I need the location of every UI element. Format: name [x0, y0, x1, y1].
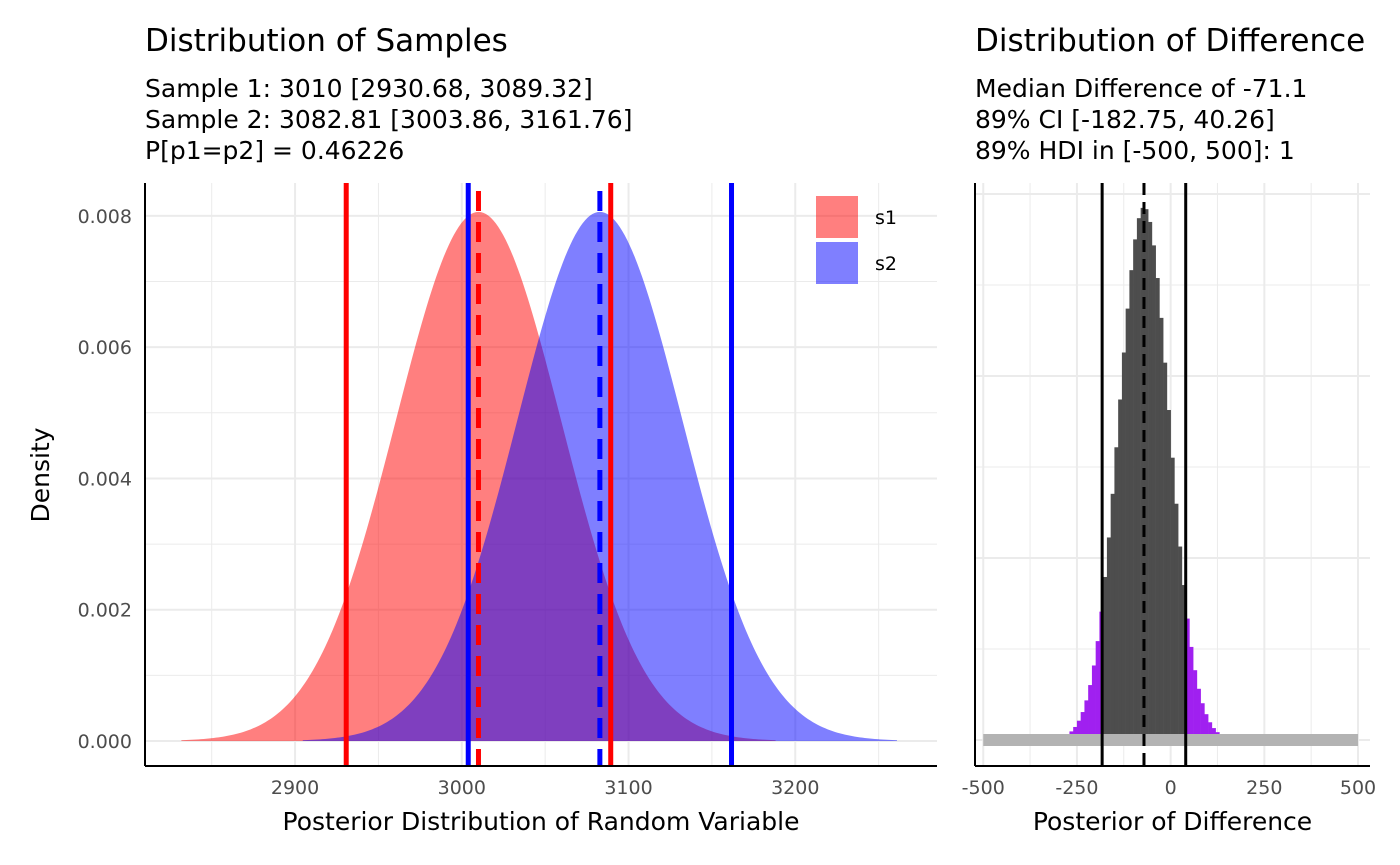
legend-label-s1: s1	[875, 207, 897, 229]
histogram-bar	[1193, 670, 1198, 740]
histogram-bar	[1125, 308, 1130, 740]
histogram-bar	[1196, 688, 1201, 740]
y-tick-label: 0.000	[78, 731, 132, 753]
histogram-bar	[1181, 585, 1186, 740]
histogram-bar	[1148, 221, 1153, 740]
right-subtitle-line-3: 89% HDI in [-500, 500]: 1	[975, 136, 1295, 165]
histogram-bar	[1095, 641, 1100, 740]
x-axis-title: Posterior of Difference	[1033, 807, 1312, 836]
x-tick-label: 3200	[771, 777, 819, 799]
x-tick-label: 3100	[604, 777, 652, 799]
rope-band	[983, 734, 1359, 746]
histogram-bar	[1163, 362, 1168, 740]
histogram-bar	[1118, 399, 1123, 740]
left-subtitle-line-1: Sample 1: 3010 [2930.68, 3089.32]	[145, 74, 593, 103]
histogram-bar	[1170, 457, 1175, 740]
x-tick-label: 500	[1340, 777, 1376, 799]
x-tick-label: 2900	[271, 777, 319, 799]
histogram-bar	[1084, 700, 1089, 740]
histogram-bar	[1166, 410, 1171, 740]
histogram-bar	[1204, 714, 1209, 740]
y-tick-label: 0.008	[78, 206, 132, 228]
y-tick-label: 0.002	[78, 600, 132, 622]
histogram-bar	[1091, 665, 1096, 740]
histogram-bar	[1088, 685, 1093, 740]
histogram-bar	[1136, 218, 1141, 740]
histogram-bar	[1121, 352, 1126, 740]
right-subtitle-line-1: Median Difference of -71.1	[975, 74, 1308, 103]
legend-key-s2	[816, 242, 858, 284]
x-tick-label: -500	[962, 777, 1005, 799]
histogram-bar	[1151, 245, 1156, 740]
left-subtitle-line-3: P[p1=p2] = 0.46226	[145, 136, 405, 165]
y-tick-label: 0.006	[78, 337, 132, 359]
histogram-bar	[1073, 726, 1078, 740]
histogram-bar	[1174, 503, 1179, 740]
histogram-bar	[1110, 493, 1115, 740]
histogram-bar	[1114, 447, 1119, 740]
x-axis-title: Posterior Distribution of Random Variabl…	[283, 807, 800, 836]
right-subtitle-line-2: 89% CI [-182.75, 40.26]	[975, 105, 1275, 134]
x-tick-label: 250	[1246, 777, 1282, 799]
x-tick-label: -250	[1055, 777, 1098, 799]
histogram-bar	[1103, 576, 1108, 740]
x-tick-label: 0	[1165, 777, 1177, 799]
left-subtitle-line-2: Sample 2: 3082.81 [3003.86, 3161.76]	[145, 105, 633, 134]
histogram-bar	[1133, 239, 1138, 740]
histogram-bar	[1200, 703, 1205, 740]
right-chart-title: Distribution of Difference	[975, 23, 1366, 59]
histogram-bar	[1185, 618, 1190, 740]
legend-label-s2: s2	[875, 253, 897, 275]
histogram-bar	[1076, 720, 1081, 740]
legend-key-s1	[816, 196, 858, 238]
histogram-bar	[1080, 712, 1085, 740]
histogram-bar	[1159, 317, 1164, 740]
histogram-bar	[1129, 270, 1134, 740]
histogram-bar	[1144, 209, 1149, 741]
histogram-bar	[1155, 278, 1160, 740]
histogram-bar	[1189, 646, 1194, 740]
y-axis-title: Density	[26, 427, 55, 522]
left-chart-title: Distribution of Samples	[145, 23, 508, 59]
y-tick-label: 0.004	[78, 468, 132, 490]
histogram-bar	[1106, 537, 1111, 740]
histogram-bar	[1178, 546, 1183, 740]
histogram-bar	[1208, 722, 1213, 740]
x-tick-label: 3000	[438, 777, 486, 799]
